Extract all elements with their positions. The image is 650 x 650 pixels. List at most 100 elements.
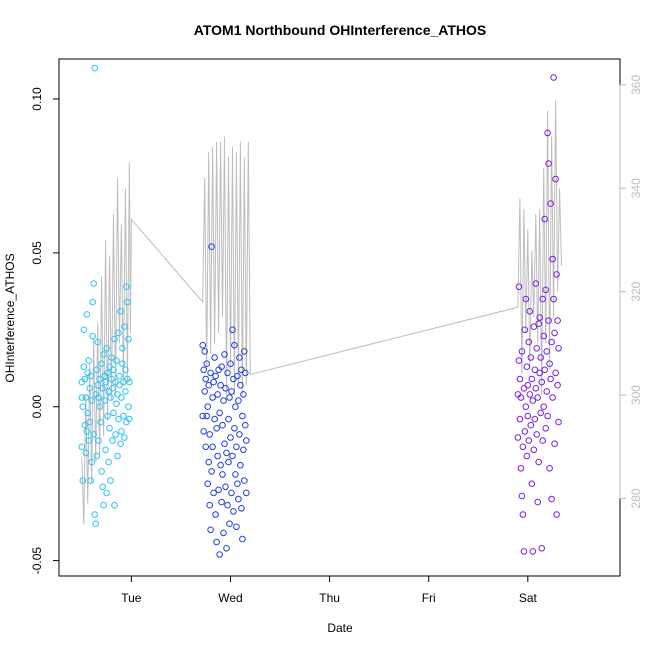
data-point (544, 412, 551, 420)
data-point (225, 415, 232, 423)
secondary-line-layer (81, 100, 562, 525)
data-point (515, 357, 523, 364)
data-point (126, 378, 133, 386)
data-point (91, 511, 98, 518)
data-point (98, 360, 105, 368)
data-point (202, 375, 209, 383)
data-point (106, 363, 113, 371)
data-point (542, 425, 550, 432)
data-point (547, 375, 554, 383)
data-point (102, 446, 109, 454)
data-point (199, 412, 206, 420)
data-point (97, 418, 104, 426)
data-point (542, 286, 550, 294)
data-point (107, 477, 114, 484)
data-point (99, 483, 106, 491)
data-point (122, 366, 129, 374)
data-point (82, 449, 90, 457)
data-point (78, 443, 86, 451)
data-point (218, 498, 225, 506)
data-point (232, 471, 239, 478)
data-point (233, 523, 240, 531)
data-point (236, 431, 243, 438)
data-point (533, 431, 541, 438)
data-point (226, 520, 233, 528)
y2-axis: 280 300 320 340 360 (619, 75, 643, 508)
data-point (225, 458, 232, 466)
data-point (91, 64, 98, 72)
data-point (120, 412, 127, 420)
data-point (234, 480, 241, 488)
data-point (89, 332, 96, 340)
data-point (118, 394, 125, 401)
data-point (537, 354, 545, 361)
data-point (523, 363, 531, 371)
data-point (236, 354, 243, 361)
data-point (213, 538, 220, 546)
data-point (118, 428, 125, 435)
data-point (214, 452, 221, 460)
data-point (526, 308, 534, 315)
data-point (100, 351, 107, 358)
x-tick-label: Sat (519, 591, 538, 605)
data-point (115, 329, 122, 337)
data-point (221, 440, 228, 448)
data-point (85, 357, 92, 364)
data-point (199, 341, 206, 349)
data-point (519, 511, 527, 518)
data-point (520, 548, 528, 555)
data-point (229, 326, 236, 334)
data-point (89, 298, 96, 306)
data-point (243, 437, 250, 444)
data-point (121, 323, 128, 331)
data-point (534, 394, 542, 401)
data-point (111, 335, 118, 343)
data-point (86, 418, 93, 426)
data-point (212, 511, 219, 518)
data-point (88, 397, 95, 404)
data-point (540, 332, 548, 340)
data-point (241, 477, 248, 484)
data-point (545, 317, 552, 324)
data-point (528, 375, 536, 383)
data-point (546, 465, 553, 472)
data-point (224, 369, 231, 377)
data-point (114, 452, 121, 460)
data-point (231, 341, 238, 349)
plot-area (58, 58, 621, 577)
data-point (526, 391, 534, 398)
data-point (124, 298, 131, 306)
data-point (95, 437, 102, 444)
data-point (230, 375, 237, 383)
data-point (521, 326, 529, 334)
data-point (92, 520, 99, 528)
data-point (217, 381, 224, 389)
data-point (540, 403, 548, 411)
data-point (102, 378, 109, 386)
data-point (80, 326, 88, 334)
data-point (529, 548, 537, 555)
data-point (240, 446, 247, 454)
data-point (215, 486, 222, 494)
data-point (214, 391, 221, 398)
data-point (229, 452, 236, 460)
data-point (549, 255, 556, 263)
chart-title: ATOM1 Northbound OHInterference_ATHOS (194, 22, 486, 38)
data-point (552, 369, 559, 377)
data-point (87, 477, 94, 484)
data-point (203, 412, 210, 420)
data-point (535, 320, 543, 328)
x-tick-label: Wed (218, 591, 242, 605)
data-point (521, 428, 529, 435)
data-point (552, 175, 559, 183)
data-point (220, 529, 227, 537)
data-point (541, 215, 549, 223)
data-point (103, 345, 110, 352)
y-axis: -0.05 0.00 0.05 0.10 (30, 87, 60, 574)
data-point (516, 415, 524, 423)
data-point (107, 394, 114, 401)
data-point (216, 409, 223, 417)
x-axis: Tue Wed Thu Fri Sat (121, 575, 538, 605)
data-point (126, 415, 133, 423)
y2-tick-label: 320 (629, 281, 643, 301)
